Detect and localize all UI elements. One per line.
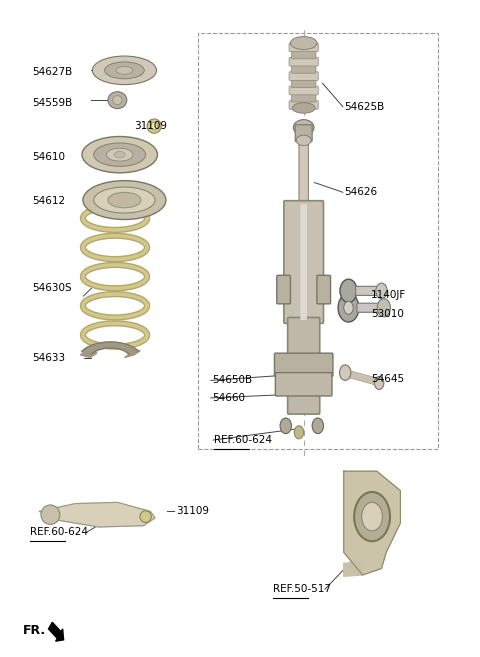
FancyBboxPatch shape	[277, 275, 290, 304]
Text: 54627B: 54627B	[33, 67, 72, 78]
Ellipse shape	[92, 56, 156, 85]
Text: 54610: 54610	[33, 152, 65, 162]
Text: FR.: FR.	[23, 623, 46, 637]
Text: 54612: 54612	[33, 196, 66, 206]
FancyBboxPatch shape	[291, 93, 316, 102]
FancyBboxPatch shape	[300, 204, 307, 320]
Ellipse shape	[108, 193, 141, 208]
FancyBboxPatch shape	[289, 86, 318, 95]
FancyBboxPatch shape	[289, 72, 318, 80]
Text: 54650B: 54650B	[212, 375, 252, 386]
Ellipse shape	[105, 62, 144, 79]
Text: 54626: 54626	[344, 187, 377, 197]
Ellipse shape	[114, 151, 125, 158]
FancyBboxPatch shape	[291, 79, 316, 87]
Ellipse shape	[290, 37, 317, 49]
Polygon shape	[344, 471, 400, 575]
Ellipse shape	[116, 66, 133, 74]
Ellipse shape	[151, 122, 157, 130]
Ellipse shape	[339, 365, 351, 380]
Ellipse shape	[296, 135, 311, 146]
Text: 54645: 54645	[371, 374, 404, 384]
FancyArrow shape	[48, 622, 63, 641]
FancyBboxPatch shape	[357, 303, 385, 312]
Ellipse shape	[293, 120, 314, 135]
Ellipse shape	[376, 283, 387, 299]
Text: 54630S: 54630S	[33, 283, 72, 293]
Polygon shape	[82, 342, 139, 354]
Text: 31109: 31109	[176, 507, 209, 516]
FancyBboxPatch shape	[291, 64, 316, 73]
Text: REF.60-624: REF.60-624	[214, 435, 272, 445]
Polygon shape	[344, 562, 362, 576]
Text: REF.60-624: REF.60-624	[30, 527, 88, 537]
Ellipse shape	[83, 181, 166, 219]
FancyBboxPatch shape	[289, 43, 318, 52]
Ellipse shape	[107, 148, 133, 161]
Ellipse shape	[94, 187, 155, 213]
Ellipse shape	[362, 503, 383, 531]
FancyBboxPatch shape	[288, 317, 320, 414]
Ellipse shape	[140, 510, 151, 522]
FancyBboxPatch shape	[356, 286, 381, 296]
Text: 53010: 53010	[371, 309, 404, 319]
Ellipse shape	[294, 426, 304, 439]
Ellipse shape	[94, 143, 145, 166]
Ellipse shape	[377, 299, 390, 317]
FancyBboxPatch shape	[299, 139, 308, 206]
Text: 54660: 54660	[212, 393, 245, 403]
FancyBboxPatch shape	[295, 125, 312, 142]
Text: REF.50-517: REF.50-517	[273, 584, 331, 595]
Ellipse shape	[113, 96, 122, 104]
Ellipse shape	[147, 119, 161, 133]
Text: 1140JF: 1140JF	[371, 290, 407, 300]
FancyBboxPatch shape	[317, 275, 331, 304]
FancyBboxPatch shape	[289, 101, 318, 109]
Text: 54625B: 54625B	[344, 102, 384, 112]
Ellipse shape	[280, 418, 291, 434]
Ellipse shape	[338, 294, 359, 322]
Ellipse shape	[108, 92, 127, 108]
FancyBboxPatch shape	[284, 200, 324, 323]
Ellipse shape	[354, 492, 390, 541]
Ellipse shape	[312, 418, 324, 434]
Ellipse shape	[344, 302, 353, 314]
Text: 54633: 54633	[33, 353, 66, 363]
FancyBboxPatch shape	[275, 353, 333, 376]
Ellipse shape	[374, 376, 384, 390]
Text: 54559B: 54559B	[33, 98, 72, 108]
Ellipse shape	[82, 137, 157, 173]
FancyBboxPatch shape	[289, 57, 318, 66]
Polygon shape	[80, 350, 97, 357]
Text: 31109: 31109	[134, 121, 167, 131]
Polygon shape	[124, 350, 140, 357]
FancyBboxPatch shape	[276, 373, 332, 396]
Polygon shape	[39, 503, 155, 527]
Ellipse shape	[340, 279, 357, 303]
Ellipse shape	[41, 505, 60, 524]
Bar	[198, 34, 438, 449]
FancyBboxPatch shape	[291, 50, 316, 58]
Ellipse shape	[292, 102, 315, 113]
